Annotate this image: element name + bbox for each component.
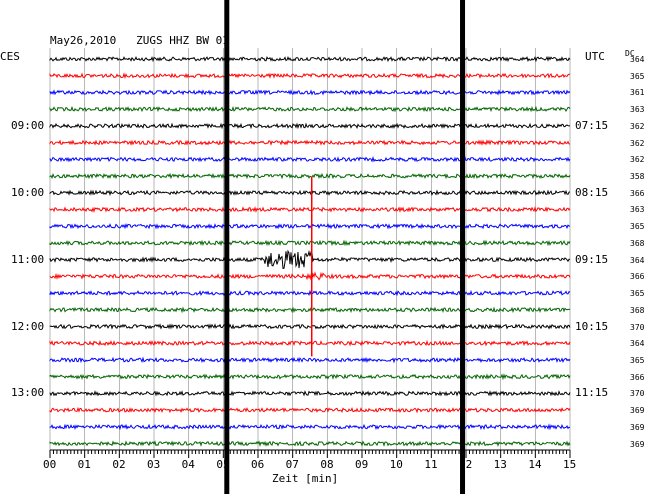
x-tick-label-05: 05 [216,458,230,471]
dc-value: 362 [630,155,645,165]
x-axis-label: Zeit [min] [272,472,339,485]
right-hour-label: 11:15 [575,386,609,400]
dc-value: 363 [630,105,645,115]
trace-row-12 [49,249,570,269]
trace-row-19 [49,373,571,381]
station-title: May26,2010 ZUGS HHZ BW 01 [50,34,229,47]
dc-value: 361 [630,88,645,98]
trace-row-5 [49,139,571,146]
dc-value: 369 [630,439,645,449]
trace-row-20 [49,390,571,397]
trace-row-9 [49,205,571,213]
dc-value: 364 [630,339,645,349]
trace-row-21 [49,406,571,414]
x-tick-label-00: 00 [43,458,57,471]
x-tick-label-08: 08 [320,458,334,471]
dc-value: 365 [630,289,645,299]
trace-row-18 [49,356,571,364]
dc-value: 366 [630,272,645,282]
dc-label: DC [625,49,635,58]
x-tick-label-07: 07 [285,458,299,471]
x-tick-label-15: 15 [563,458,577,471]
trace-row-17 [49,339,571,347]
x-tick-label-12: 12 [459,458,473,471]
x-tick-label-13: 13 [493,458,507,471]
x-tick-label-02: 02 [112,458,126,471]
trace-row-2 [49,89,571,96]
dc-value: 366 [630,188,645,198]
trace-row-7 [49,172,571,180]
x-tick-label-11: 11 [424,458,438,471]
right-hour-label: 10:15 [575,319,609,333]
dc-value: 365 [630,222,645,232]
trace-row-6 [49,155,571,163]
dc-value: 368 [630,305,645,315]
x-tick-label-04: 04 [181,458,195,471]
dc-value: 362 [630,121,645,131]
dc-value: 370 [630,322,645,332]
right-hour-label: 09:15 [575,252,609,266]
left-timezone-label: CES [0,50,20,63]
x-tick-label-03: 03 [147,458,161,471]
dc-value: 368 [630,238,645,248]
trace-row-1 [49,72,570,80]
x-tick-label-10: 10 [389,458,403,471]
trace-row-8 [49,189,571,197]
trace-row-0 [49,55,571,63]
left-hour-label: 10:00 [11,185,45,199]
right-timezone-label: UTC [585,50,605,63]
right-hour-label: 08:15 [575,185,609,199]
x-tick-label-06: 06 [251,458,265,471]
trace-row-23 [49,440,571,447]
left-hour-label: 12:00 [11,319,45,333]
dc-value: 364 [630,255,645,265]
trace-row-11 [49,239,571,247]
x-tick-label-01: 01 [77,458,91,471]
x-tick-label-09: 09 [355,458,369,471]
trace-row-3 [49,105,571,113]
dc-value: 363 [630,205,645,215]
trace-row-14 [49,289,571,297]
trace-row-15 [49,306,571,314]
dc-value: 369 [630,406,645,416]
dc-value: 370 [630,389,645,399]
left-hour-label: 09:00 [11,118,45,132]
x-tick-label-14: 14 [528,458,542,471]
left-hour-label: 11:00 [11,252,45,266]
trace-row-13 [49,271,571,281]
trace-row-22 [49,423,571,431]
trace-row-16 [49,323,571,330]
left-hour-label: 13:00 [11,386,45,400]
dc-value: 366 [630,372,645,382]
dc-value: 362 [630,138,645,148]
trace-row-10 [49,223,571,230]
right-hour-label: 07:15 [575,118,609,132]
dc-value: 365 [630,71,645,81]
trace-row-4 [49,122,571,130]
dc-value: 365 [630,355,645,365]
dc-value: 358 [630,172,645,182]
dc-value: 364 [630,55,645,64]
dc-value: 369 [630,422,645,432]
